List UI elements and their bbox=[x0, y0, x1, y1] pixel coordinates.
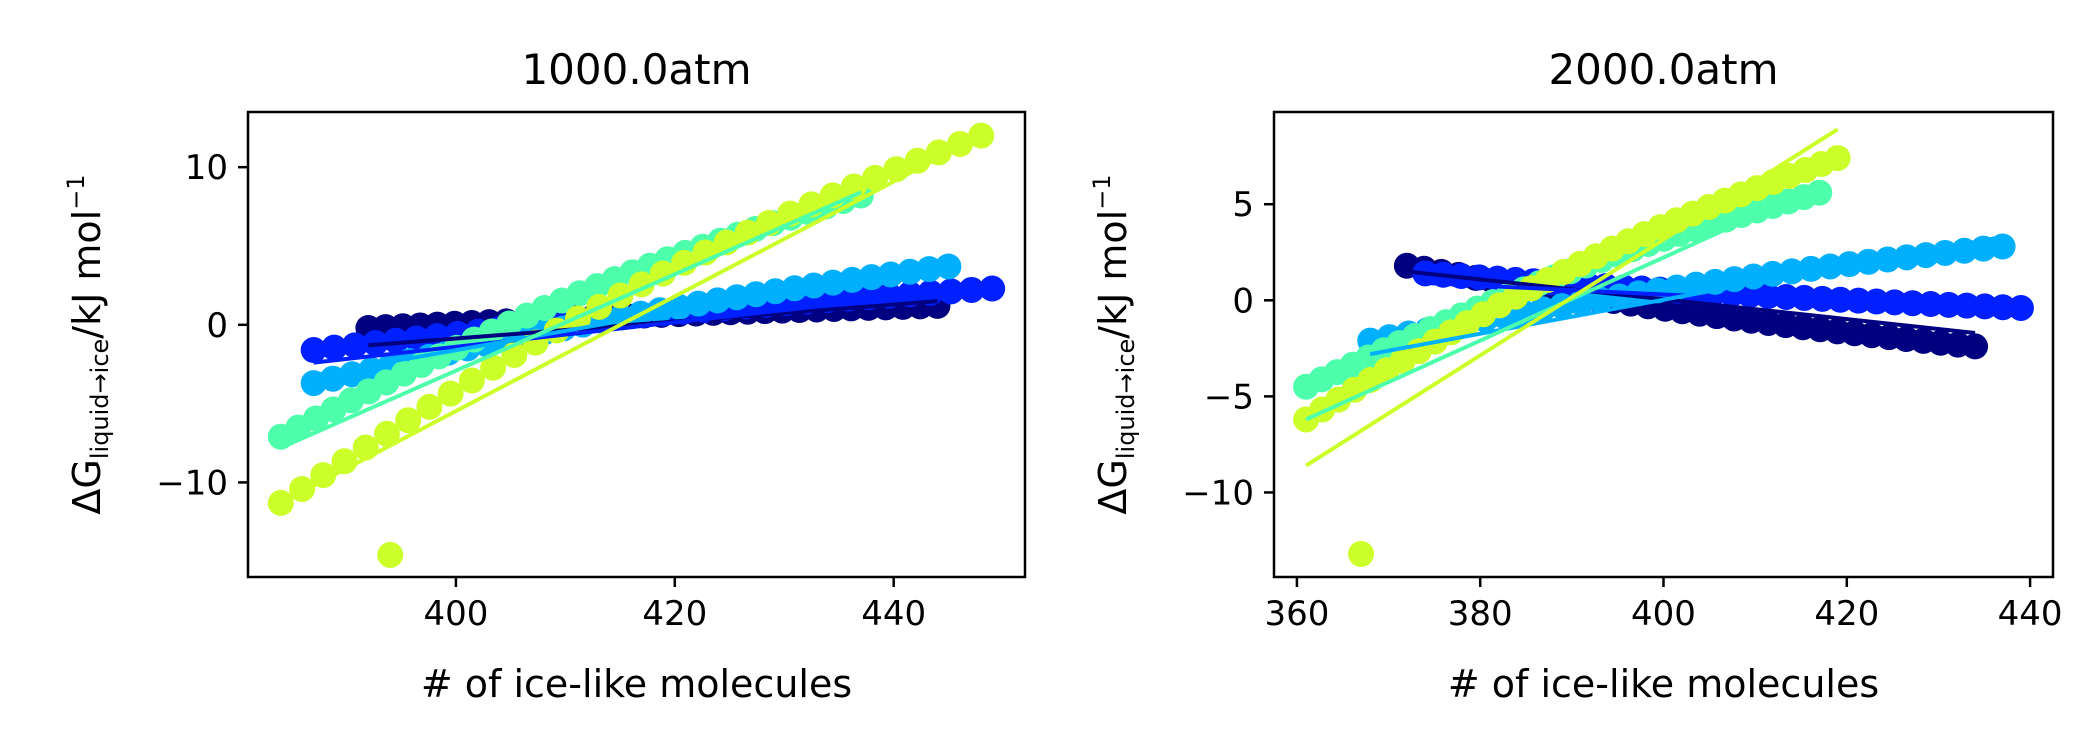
data-point bbox=[321, 334, 348, 361]
data-point bbox=[310, 462, 337, 489]
data-point bbox=[300, 337, 327, 364]
y-label-unit: /kJ mol bbox=[1091, 210, 1135, 339]
y-tick-label: −5 bbox=[1204, 377, 1254, 417]
data-point bbox=[762, 278, 789, 305]
data-point bbox=[916, 256, 943, 283]
data-point bbox=[382, 327, 409, 354]
data-point bbox=[458, 367, 485, 394]
y-label-main: ΔG bbox=[65, 459, 109, 514]
data-point bbox=[743, 281, 770, 308]
axes-frame bbox=[246, 110, 1027, 579]
y-tick-label: −10 bbox=[1182, 473, 1254, 513]
x-axis-label: # of ice-like molecules bbox=[1448, 662, 1879, 706]
data-point bbox=[2007, 294, 2034, 321]
data-point bbox=[395, 407, 422, 434]
series-4 bbox=[1293, 145, 1851, 567]
data-point bbox=[855, 284, 882, 311]
chart-panel-2000atm: 360 380 400 420 440 −10 −5 0 5 2000.0atm # of ice-… bbox=[1088, 45, 2063, 706]
data-point bbox=[1962, 333, 1989, 360]
fit-line-1 bbox=[1425, 281, 2022, 314]
y-label-superscript: −1 bbox=[62, 174, 90, 209]
y-tick-label: −10 bbox=[156, 463, 228, 503]
x-tick-label: 420 bbox=[1814, 594, 1879, 634]
plot-area bbox=[1293, 127, 2034, 567]
fit-line-4 bbox=[279, 133, 983, 505]
data-point bbox=[437, 380, 464, 407]
fit-line-3 bbox=[280, 190, 862, 450]
data-point bbox=[373, 420, 400, 447]
x-tick-label: 440 bbox=[861, 594, 926, 634]
y-axis-label: ΔGliquid→ice/kJ mol−1 bbox=[62, 174, 114, 514]
y-label-subscript: liquid→ice bbox=[86, 339, 114, 459]
x-tick-label: 380 bbox=[1448, 594, 1513, 634]
data-point bbox=[1824, 145, 1851, 172]
y-label-superscript: −1 bbox=[1088, 174, 1116, 209]
x-tick-label: 400 bbox=[423, 594, 488, 634]
chart-panel-1000atm: 400 420 440 −10 0 10 1000.0atm # of ice-like mo… bbox=[62, 45, 1027, 706]
y-axis-label: ΔGliquid→ice/kJ mol−1 bbox=[1088, 174, 1140, 514]
y-tick-label: 0 bbox=[206, 306, 228, 346]
data-point bbox=[862, 164, 889, 191]
data-point bbox=[403, 325, 430, 352]
data-point bbox=[480, 354, 507, 381]
data-point-outlier bbox=[377, 541, 404, 568]
x-tick-label: 440 bbox=[1998, 594, 2063, 634]
x-tick-label: 420 bbox=[642, 594, 707, 634]
data-point bbox=[925, 139, 952, 166]
chart-title: 1000.0atm bbox=[521, 45, 751, 94]
fit-line-0 bbox=[1406, 269, 1976, 335]
data-point bbox=[649, 260, 676, 287]
data-point bbox=[416, 393, 443, 420]
y-tick-label: 10 bbox=[185, 148, 228, 188]
x-tick-label: 400 bbox=[1631, 594, 1696, 634]
data-point bbox=[1806, 179, 1833, 206]
chart-title: 2000.0atm bbox=[1548, 45, 1778, 94]
series-4 bbox=[267, 122, 995, 568]
x-tick-label: 360 bbox=[1264, 594, 1329, 634]
data-point bbox=[1817, 253, 1844, 280]
data-point bbox=[935, 253, 962, 280]
y-label-main: ΔG bbox=[1091, 459, 1135, 514]
fit-line-2 bbox=[1369, 234, 2003, 357]
data-point bbox=[781, 275, 808, 302]
plot-area bbox=[267, 122, 1006, 568]
y-label-subscript: liquid→ice bbox=[1112, 339, 1140, 459]
y-label-unit: /kJ mol bbox=[65, 210, 109, 339]
y-tick-label: 5 bbox=[1232, 185, 1254, 225]
fit-line-4 bbox=[1305, 127, 1839, 468]
x-axis-label: # of ice-like molecules bbox=[421, 662, 852, 706]
data-point bbox=[267, 489, 294, 516]
data-point bbox=[876, 282, 903, 309]
data-point-outlier bbox=[1348, 540, 1375, 567]
data-point bbox=[1893, 244, 1920, 271]
y-tick-label: 0 bbox=[1232, 281, 1254, 321]
fit-line-1 bbox=[313, 284, 993, 365]
data-point bbox=[341, 332, 368, 359]
